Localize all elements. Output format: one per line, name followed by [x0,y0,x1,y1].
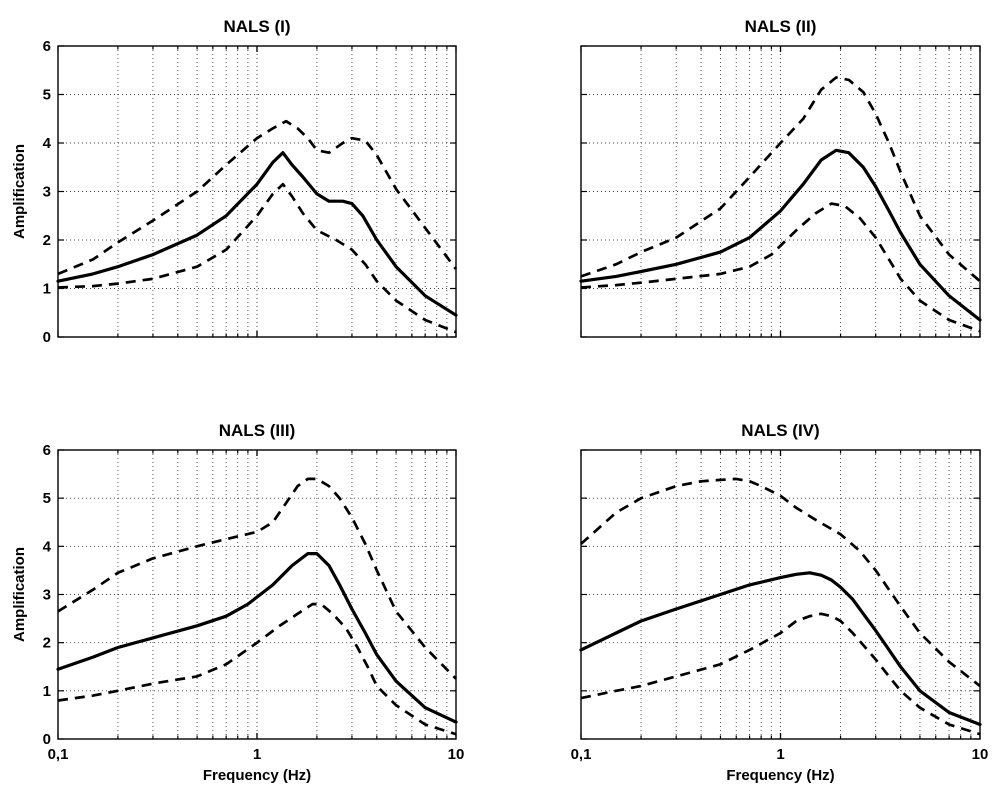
panel-nals-iii: NALS (III) 0 1 2 3 4 5 6 0,1 1 10 Frequency (Hz) Amp… [11,421,464,784]
series-dashed-1 [57,119,458,276]
series-solid [579,148,982,322]
x-tick-label: 1 [253,746,261,763]
chart-title: NALS (I) [223,17,290,36]
panel-nals-ii: NALS (II) [579,17,982,338]
y-tick-label: 1 [43,281,51,298]
series-dashed-1 [580,477,981,688]
y-tick-label: 0 [43,329,51,346]
panel-nals-i: NALS (I) 0 1 2 3 4 5 6 Amplification [11,17,458,346]
x-axis-label: Frequency (Hz) [726,767,834,784]
y-tick-label: 3 [43,184,51,201]
grid [58,450,456,739]
series-solid [56,151,458,317]
series-dashed-2 [580,612,981,736]
y-tick-label: 0 [43,731,51,748]
grid [581,46,980,337]
chart-title: NALS (II) [745,17,817,36]
x-tick-label: 0,1 [48,746,69,763]
grid [581,450,980,739]
x-tick-label: 0,1 [571,746,592,763]
y-tick-label: 3 [43,587,51,604]
series-dashed-1 [580,76,981,283]
chart-title: NALS (IV) [741,421,819,440]
tick-marks [580,45,981,338]
series-solid [56,552,458,724]
series-dashed-2 [57,182,457,334]
y-tick-label: 2 [43,635,51,652]
series-solid [579,571,982,727]
plot-frame [57,449,457,740]
chart-title: NALS (III) [219,421,296,440]
x-tick-label: 1 [776,746,784,763]
y-tick-label: 6 [43,442,51,459]
x-tick-label: 10 [448,746,465,763]
series-dashed-2 [580,202,981,333]
y-axis-label: Amplification [11,547,28,642]
y-tick-label: 1 [43,683,51,700]
x-axis-label: Frequency (Hz) [203,767,311,784]
plot-frame [57,45,457,338]
y-tick-label: 2 [43,232,51,249]
y-axis-label: Amplification [11,144,28,239]
y-tick-label: 4 [43,538,52,555]
y-tick-label: 5 [43,490,51,507]
plot-frame [580,449,981,740]
panel-nals-iv: NALS (IV) 0,1 1 10 Frequency (Hz) [571,421,989,784]
grid [58,46,456,337]
y-tick-label: 4 [43,135,52,152]
plot-frame [580,45,981,338]
series-dashed-2 [57,602,457,736]
y-tick-label: 6 [43,38,51,55]
x-tick-label: 10 [972,746,989,763]
y-tick-label: 5 [43,87,51,104]
